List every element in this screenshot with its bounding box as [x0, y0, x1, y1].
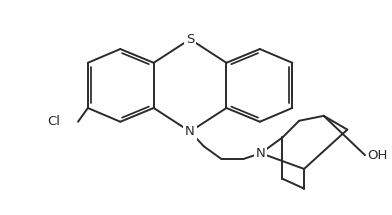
- Text: Cl: Cl: [47, 115, 60, 128]
- Text: N: N: [185, 125, 195, 138]
- Text: OH: OH: [367, 149, 387, 162]
- Text: S: S: [186, 33, 194, 46]
- Text: N: N: [256, 147, 266, 160]
